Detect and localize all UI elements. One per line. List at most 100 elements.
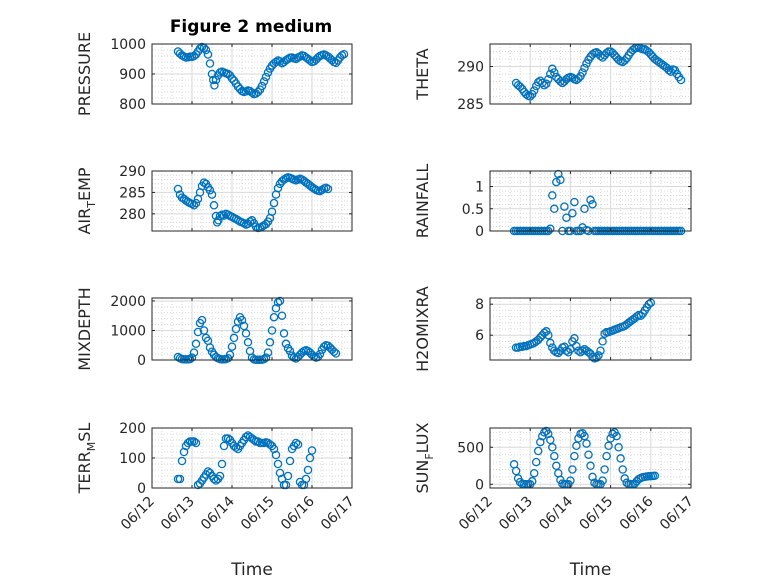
data-point	[550, 451, 559, 461]
y-tick-label: 285	[457, 97, 484, 113]
data-point	[529, 468, 539, 478]
data-point	[259, 77, 269, 86]
data-point	[195, 44, 205, 53]
series-markers	[173, 173, 333, 233]
data-point	[620, 474, 629, 483]
series-markers	[511, 43, 686, 101]
axes-box	[489, 170, 692, 232]
data-point	[239, 219, 249, 228]
data-point	[209, 201, 219, 210]
y-tick-label: 280	[119, 207, 146, 223]
data-point	[570, 334, 579, 343]
data-point	[239, 321, 249, 331]
data-point	[531, 457, 541, 467]
data-point	[598, 476, 607, 485]
tick-marks	[489, 171, 692, 232]
data-point	[189, 201, 199, 210]
data-point	[185, 354, 195, 364]
series-markers	[511, 298, 656, 363]
data-point	[588, 472, 597, 482]
data-point	[237, 315, 247, 325]
data-point	[187, 353, 197, 362]
data-point	[598, 337, 607, 346]
y-axis-label: H2OMIXRA	[413, 286, 432, 372]
data-point	[307, 446, 317, 455]
y-tick-label: 500	[457, 440, 484, 456]
data-point	[215, 471, 225, 481]
data-point	[546, 224, 555, 234]
data-point	[590, 478, 599, 488]
y-tick-label: 100	[119, 451, 146, 467]
figure-title: Figure 2 medium	[170, 17, 332, 37]
data-point	[339, 49, 349, 59]
x-axis-label: Time	[569, 560, 612, 580]
data-point	[550, 68, 559, 77]
data-point	[208, 75, 218, 85]
chart-h2omixra: 6 8 H2OMIXRA	[413, 286, 692, 372]
data-point	[183, 438, 193, 448]
data-point	[614, 55, 623, 65]
data-point	[191, 198, 201, 208]
data-point	[285, 346, 295, 356]
data-point	[584, 450, 593, 459]
data-point	[622, 478, 631, 488]
data-point	[570, 451, 579, 461]
axes-box	[489, 297, 692, 361]
axes-box	[489, 43, 692, 105]
data-point	[544, 330, 553, 340]
data-point	[586, 461, 595, 471]
y-tick-label: 1	[475, 180, 484, 196]
data-point	[582, 439, 591, 448]
data-point	[525, 92, 535, 101]
data-point	[548, 191, 557, 200]
chart-pressure: 800 900 1000 PRESSURE	[75, 32, 353, 116]
data-point	[231, 443, 241, 452]
data-point	[550, 204, 559, 214]
data-point	[261, 219, 271, 229]
data-point	[253, 87, 263, 97]
x-axis-label: Time	[230, 560, 273, 580]
data-point	[574, 74, 583, 83]
y-tick-label: 290	[457, 60, 484, 76]
y-axis-label: SUNFLUX	[413, 422, 436, 493]
data-point	[546, 338, 555, 348]
data-point	[267, 326, 277, 335]
data-point	[511, 466, 521, 476]
data-point	[283, 471, 293, 481]
data-point	[205, 186, 215, 195]
data-point	[210, 81, 219, 90]
axes-box	[151, 297, 353, 361]
data-point	[277, 311, 287, 320]
axes-box	[151, 170, 353, 232]
data-point	[275, 296, 285, 306]
data-point	[207, 190, 217, 199]
data-point	[263, 348, 273, 357]
tick-marks	[489, 298, 692, 360]
data-point	[600, 465, 609, 474]
data-point	[586, 195, 595, 205]
tick-marks	[489, 428, 692, 488]
data-point	[560, 202, 569, 211]
y-tick-label: 6	[475, 328, 484, 344]
data-point	[315, 349, 325, 359]
data-point	[291, 438, 301, 448]
data-point	[527, 477, 537, 486]
chart-theta: 285 290 THETA	[413, 43, 692, 113]
data-point	[548, 443, 557, 452]
data-point	[596, 346, 605, 355]
tick-marks	[151, 43, 353, 105]
data-point	[207, 69, 217, 79]
data-point	[602, 451, 611, 461]
data-point	[191, 339, 201, 349]
data-point	[257, 81, 267, 91]
data-point	[572, 341, 581, 351]
axes-box	[489, 427, 692, 489]
y-axis-label-rest: EMP	[75, 167, 94, 201]
y-axis-label-subscript: T	[85, 201, 98, 209]
y-axis-label-subscript: M	[85, 442, 98, 452]
data-point	[285, 456, 295, 466]
data-point	[269, 312, 279, 322]
data-point	[303, 465, 313, 475]
data-point	[197, 315, 207, 325]
